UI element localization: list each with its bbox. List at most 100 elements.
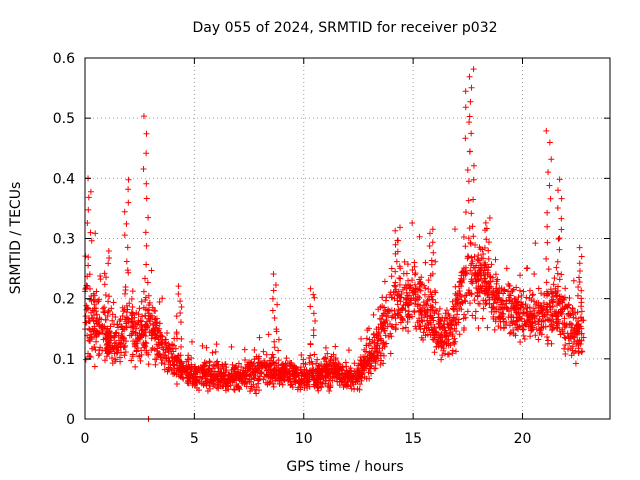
data-point xyxy=(164,368,171,375)
data-point xyxy=(145,351,152,358)
data-point xyxy=(425,321,432,328)
data-point xyxy=(151,335,158,342)
data-point xyxy=(441,329,448,336)
data-point xyxy=(462,314,469,321)
data-point xyxy=(235,366,242,373)
data-point xyxy=(306,354,313,361)
data-point xyxy=(105,309,112,316)
data-point xyxy=(539,313,546,320)
data-point xyxy=(527,318,534,325)
data-point xyxy=(157,353,164,360)
data-point xyxy=(399,305,406,312)
data-point xyxy=(125,199,132,206)
data-point xyxy=(507,297,514,304)
data-point xyxy=(431,349,438,356)
data-point xyxy=(177,310,184,317)
data-point xyxy=(270,354,277,361)
data-point xyxy=(88,314,95,321)
data-point xyxy=(460,327,467,334)
data-point xyxy=(397,309,404,316)
data-point xyxy=(385,312,392,319)
data-point xyxy=(104,325,111,332)
y-tick-label: 0.6 xyxy=(53,51,75,67)
data-point xyxy=(129,351,136,358)
data-point xyxy=(179,364,186,371)
data-point xyxy=(554,324,561,331)
data-point xyxy=(562,335,569,342)
data-point xyxy=(558,271,565,278)
data-point xyxy=(129,304,136,311)
data-point xyxy=(410,289,417,296)
data-point xyxy=(540,299,547,306)
data-point xyxy=(374,337,381,344)
data-point xyxy=(276,375,283,382)
data-point xyxy=(424,313,431,320)
data-point xyxy=(411,263,418,270)
data-point xyxy=(151,316,158,323)
data-point xyxy=(102,316,109,323)
data-point xyxy=(239,371,246,378)
data-point xyxy=(470,233,477,240)
data-point xyxy=(261,373,268,380)
data-point xyxy=(123,314,130,321)
data-point xyxy=(428,326,435,333)
data-point xyxy=(485,239,492,246)
data-point xyxy=(193,368,200,375)
data-point xyxy=(306,376,313,383)
data-point xyxy=(105,260,112,267)
data-point xyxy=(306,383,313,390)
data-point xyxy=(270,270,277,277)
data-point xyxy=(526,304,533,311)
data-point xyxy=(403,289,410,296)
data-point xyxy=(515,324,522,331)
data-point xyxy=(100,324,107,331)
data-point xyxy=(264,379,271,386)
data-point xyxy=(578,308,585,315)
data-point xyxy=(124,315,131,322)
data-point xyxy=(422,259,429,266)
data-point xyxy=(177,319,184,326)
data-point xyxy=(579,317,586,324)
data-point xyxy=(222,377,229,384)
data-point xyxy=(232,372,239,379)
data-point xyxy=(486,214,493,221)
data-point xyxy=(451,315,458,322)
data-point xyxy=(248,385,255,392)
data-point xyxy=(543,255,550,262)
data-point xyxy=(241,346,248,353)
data-point xyxy=(402,301,409,308)
data-point xyxy=(155,350,162,357)
data-point xyxy=(529,291,536,298)
data-point xyxy=(449,347,456,354)
data-point xyxy=(298,380,305,387)
data-point xyxy=(361,346,368,353)
data-point xyxy=(579,348,586,355)
data-point xyxy=(464,308,471,315)
data-point xyxy=(355,372,362,379)
data-point xyxy=(115,347,122,354)
data-point xyxy=(462,88,469,95)
data-point xyxy=(544,223,551,230)
data-point xyxy=(318,383,325,390)
data-point xyxy=(465,235,472,242)
data-point xyxy=(354,366,361,373)
data-point xyxy=(544,292,551,299)
data-point xyxy=(431,332,438,339)
data-point xyxy=(112,314,119,321)
data-point xyxy=(517,304,524,311)
data-point xyxy=(549,312,556,319)
data-point xyxy=(133,309,140,316)
data-point xyxy=(578,299,585,306)
data-point xyxy=(119,304,126,311)
data-point xyxy=(399,317,406,324)
data-point xyxy=(111,334,118,341)
data-point xyxy=(185,356,192,363)
data-point xyxy=(253,390,260,397)
data-point xyxy=(505,314,512,321)
data-point xyxy=(396,224,403,231)
data-point xyxy=(111,350,118,357)
data-point xyxy=(297,364,304,371)
data-point xyxy=(134,321,141,328)
data-point xyxy=(119,313,126,320)
data-point xyxy=(519,310,526,317)
